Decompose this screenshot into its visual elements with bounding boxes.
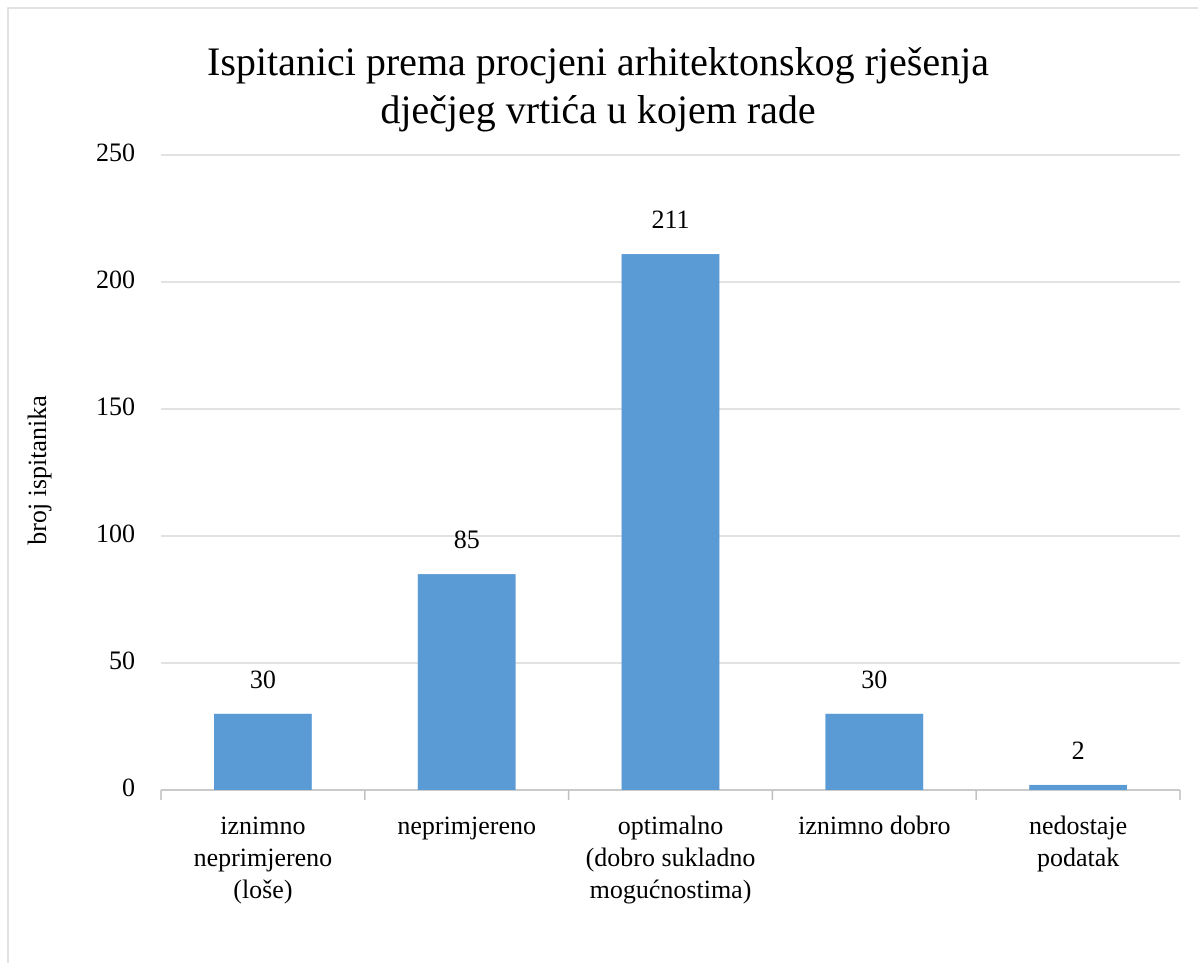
y-tick-label: 50 [109,646,135,675]
y-tick-label: 0 [122,773,135,802]
y-axis-label: broj ispitanika [23,395,52,545]
chart-title: Ispitanici prema procjeni arhitektonskog… [207,39,989,132]
y-tick-label: 200 [96,265,135,294]
data-label: 30 [250,665,276,694]
y-tick-label: 150 [96,392,135,421]
y-tick-label: 100 [96,519,135,548]
data-label: 211 [651,205,689,234]
bar [213,713,312,790]
bar [1029,784,1128,790]
bar [825,713,924,790]
y-tick-label: 250 [96,138,135,167]
bar [417,574,516,790]
data-label: 2 [1072,736,1085,765]
chart-border [7,7,1198,963]
x-tick-label: optimalno (dobro sukladno mogućnostima) [585,811,756,904]
x-tick-label: nedostaje podatak [1029,811,1128,872]
data-label: 30 [861,665,887,694]
x-tick-label: iznimno dobro [798,811,951,840]
x-tick-label: iznimno neprimjereno (loše) [193,811,333,904]
bar [621,254,720,790]
x-tick-label: neprimjereno [397,811,536,840]
data-label: 85 [454,525,480,554]
